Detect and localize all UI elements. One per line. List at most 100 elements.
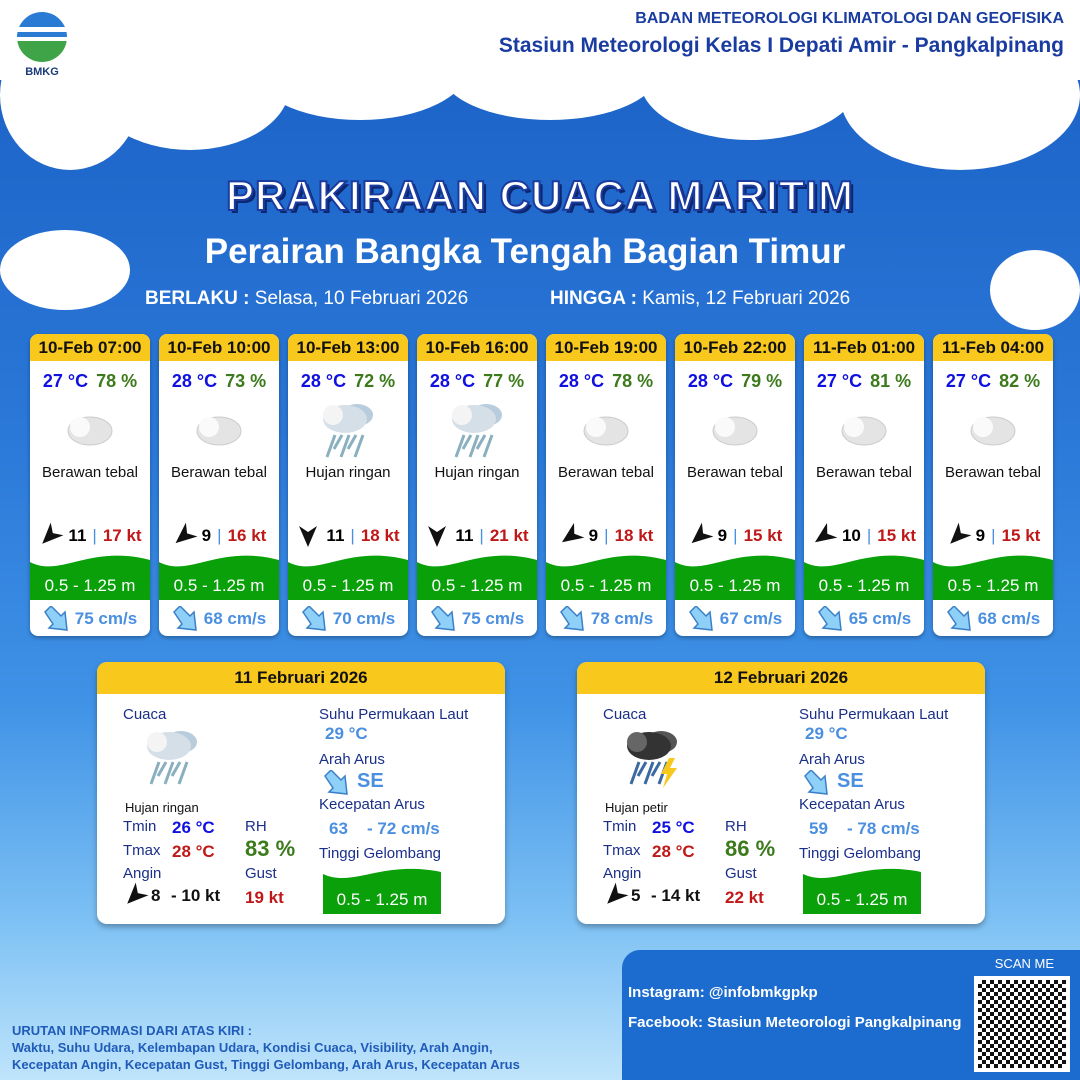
forecast-time: 10-Feb 10:00 — [159, 334, 279, 361]
facebook-link[interactable]: Facebook: Stasiun Meteorologi Pangkalpin… — [628, 1014, 962, 1031]
humidity: 77 % — [483, 371, 525, 391]
current-arrow-icon — [804, 768, 828, 795]
label-arah: Arah Arus — [319, 751, 385, 768]
air-temp: 28 °C — [429, 371, 476, 391]
current-speed: 68 cm/s — [203, 609, 267, 628]
wind-arrow-icon — [814, 522, 838, 543]
cloud-decoration — [990, 250, 1080, 330]
instagram-link[interactable]: Instagram: @infobmkgpkp — [628, 984, 818, 1001]
rh-value: 83 % — [245, 836, 296, 861]
valid-from: BERLAKU : Selasa, 10 Februari 2026 — [145, 288, 469, 309]
forecast-card: 10-Feb 10:00 28 °C 73 % Berawan tebal 9 | 16 k… — [159, 334, 279, 636]
weather-condition: Hujan ringan — [434, 464, 520, 481]
thunderstorm-icon — [617, 722, 687, 797]
current-speed: 70 cm/s — [332, 609, 396, 628]
station-name: Stasiun Meteorologi Kelas I Depati Amir … — [498, 34, 1064, 57]
rh-value: 86 % — [725, 836, 776, 861]
air-temp: 27 °C — [816, 371, 863, 391]
gust-speed: 15 kt — [1001, 526, 1041, 545]
cloud-decoration — [250, 10, 470, 120]
wind-arrow-icon — [42, 522, 64, 544]
page-subtitle: Perairan Bangka Tengah Bagian Timur — [204, 232, 846, 271]
current-speed: 75 cm/s — [74, 609, 138, 628]
wave-height: 0.5 - 1.25 m — [818, 576, 910, 595]
label-arah: Arah Arus — [799, 751, 865, 768]
label-sst: Suhu Permukaan Laut — [799, 706, 949, 723]
air-temp: 27 °C — [945, 371, 992, 391]
weather-condition: Berawan tebal — [171, 464, 267, 481]
cloud-icon — [30, 398, 150, 462]
humidity: 73 % — [225, 371, 267, 391]
qr-code[interactable] — [974, 976, 1070, 1072]
page-title: PRAKIRAAN CUACA MARITIM — [225, 171, 855, 220]
wave-height: 0.5 - 1.25 m — [816, 890, 908, 909]
organization: BADAN METEOROLOGI KLIMATOLOGI DAN GEOFIS… — [499, 10, 1064, 58]
wave-height: 0.5 - 1.25 m — [302, 576, 394, 595]
org-name: BADAN METEOROLOGI KLIMATOLOGI DAN GEOFIS… — [635, 10, 1064, 27]
cloud-decoration — [440, 20, 660, 120]
forecast-time: 10-Feb 16:00 — [417, 334, 537, 361]
rain-icon — [137, 722, 207, 797]
cloud-decoration — [0, 230, 130, 310]
current-min: 59 — [809, 819, 828, 838]
label-gust: Gust — [245, 865, 277, 882]
valid-to: HINGGA : Kamis, 12 Februari 2026 — [550, 288, 851, 309]
label-cuaca: Cuaca — [123, 706, 167, 723]
current-direction: SE — [837, 770, 864, 792]
wave-height: 0.5 - 1.25 m — [173, 576, 265, 595]
label-tmin: Tmin — [603, 818, 637, 835]
label-angin: Angin — [123, 865, 162, 882]
current-arrow-icon — [559, 606, 584, 631]
scan-label: SCAN ME — [994, 956, 1054, 971]
humidity: 81 % — [870, 371, 912, 391]
cloud-decoration — [640, 20, 860, 140]
forecast-card: 11-Feb 04:00 27 °C 82 % Berawan tebal 9 | 15 k… — [933, 334, 1053, 636]
cloud-icon — [159, 398, 279, 462]
sst-value: 29 °C — [805, 724, 848, 743]
rain-icon — [417, 398, 537, 462]
wave-height: 0.5 - 1.25 m — [560, 576, 652, 595]
forecast-time: 11-Feb 01:00 — [804, 334, 924, 361]
weather-condition: Berawan tebal — [687, 464, 783, 481]
wind-arrow-icon — [949, 522, 972, 544]
wind-speed: 11 — [455, 526, 474, 545]
air-temp: 28 °C — [687, 371, 734, 391]
gust-value: 22 kt — [725, 888, 764, 907]
daily-condition: Hujan petir — [605, 800, 668, 815]
tmin-value: 25 °C — [652, 818, 695, 837]
wave-graphic: 0.5 - 1.25 m — [933, 548, 1053, 600]
label-tmin: Tmin — [123, 818, 157, 835]
label-angin: Angin — [603, 865, 642, 882]
wind-speed: 9 — [975, 526, 986, 545]
wind-arrow-icon — [299, 526, 318, 547]
label-tmax: Tmax — [603, 842, 641, 859]
current-speed: 67 cm/s — [719, 609, 783, 628]
forecast-card: 10-Feb 19:00 28 °C 78 % Berawan tebal 9 | 18 k… — [546, 334, 666, 636]
daily-date: 11 Februari 2026 — [97, 662, 505, 694]
wave-height: 0.5 - 1.25 m — [431, 576, 523, 595]
cloud-decoration — [840, 20, 1080, 170]
humidity: 82 % — [999, 371, 1041, 391]
current-arrow-icon — [946, 606, 971, 631]
current-speed: 78 cm/s — [590, 609, 654, 628]
humidity: 78 % — [612, 371, 654, 391]
current-max: - 72 cm/s — [367, 819, 440, 838]
air-temp: 27 °C — [42, 371, 89, 391]
cloud-icon — [804, 398, 924, 462]
tmax-value: 28 °C — [652, 842, 695, 861]
gust-speed: 17 kt — [102, 526, 142, 545]
air-temp: 28 °C — [171, 371, 218, 391]
current-arrow-icon — [43, 606, 68, 631]
gust-speed: 18 kt — [614, 526, 654, 545]
current-min: 63 — [329, 819, 348, 838]
bmkg-logo: BMKG — [14, 12, 70, 80]
gust-speed: 15 kt — [877, 526, 917, 545]
weather-condition: Hujan ringan — [305, 464, 391, 481]
current-arrow-icon — [817, 606, 842, 631]
forecast-time: 10-Feb 19:00 — [546, 334, 666, 361]
sst-value: 29 °C — [325, 724, 368, 743]
weather-condition: Berawan tebal — [816, 464, 912, 481]
gust-value: 19 kt — [245, 888, 284, 907]
wave-height: 0.5 - 1.25 m — [689, 576, 781, 595]
wind-min: 5 — [631, 886, 641, 905]
